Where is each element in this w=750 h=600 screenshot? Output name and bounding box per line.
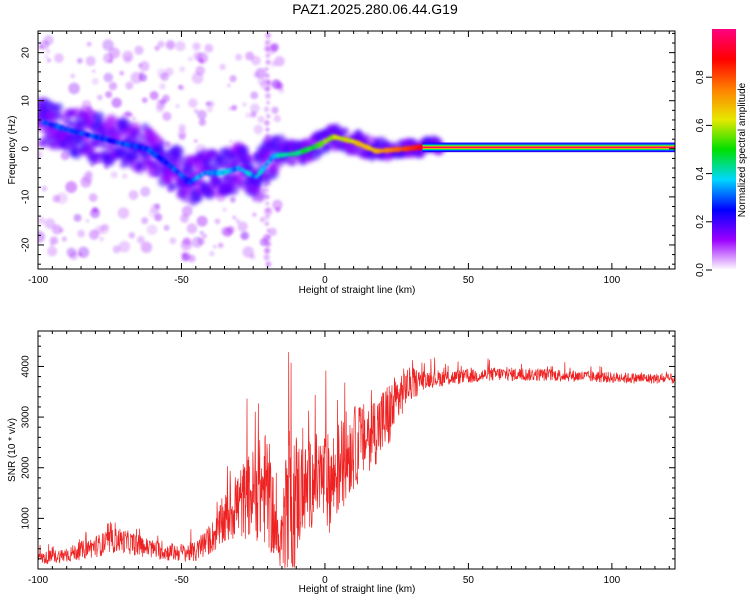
snr-x-tick-label: 0 bbox=[322, 575, 328, 586]
spectrogram-y-tick-label: 10 bbox=[21, 95, 32, 107]
snr-x-tick-label: -50 bbox=[174, 575, 189, 586]
spectrogram-y-tick-label: 20 bbox=[21, 47, 32, 59]
snr-y-tick-label: 1000 bbox=[21, 507, 32, 530]
colorbar-ticks: 0.0 0.2 0.4 0.6 0.8 bbox=[695, 70, 712, 277]
spectrogram-x-axis-label: Height of straight line (km) bbox=[299, 285, 416, 296]
spectrogram-y-tick-label: 0 bbox=[21, 146, 32, 152]
snr-x-tick-label: 100 bbox=[604, 575, 621, 586]
spectrogram-artifact bbox=[263, 32, 272, 268]
colorbar-tick-label: 0.8 bbox=[695, 70, 706, 84]
snr-y-tick-label: 3000 bbox=[21, 406, 32, 429]
snr-x-tick-label: 50 bbox=[463, 575, 475, 586]
colorbar-tick-label: 0.0 bbox=[695, 263, 706, 277]
colorbar-tick-label: 0.2 bbox=[695, 214, 706, 228]
snr-x-tick-label: -100 bbox=[28, 575, 48, 586]
spectrogram-ridge bbox=[41, 119, 442, 185]
snr-content bbox=[38, 352, 675, 568]
spectrogram-frame bbox=[37, 30, 676, 270]
spectrogram-x-tick-label: 0 bbox=[322, 275, 328, 286]
spectrogram-x-tick-label: -100 bbox=[28, 275, 48, 286]
snr-series-line bbox=[38, 352, 675, 568]
snr-y-tick-label: 2000 bbox=[21, 456, 32, 479]
colorbar-tick-label: 0.4 bbox=[695, 166, 706, 180]
colorbar-tick-label: 0.6 bbox=[695, 118, 706, 132]
spectrogram-x-tick-label: 100 bbox=[604, 275, 621, 286]
colorbar-label: Normalized spectral amplitude bbox=[737, 82, 748, 217]
spectrogram-x-tick-label: -50 bbox=[174, 275, 189, 286]
spectrogram-y-axis-label: Frequency (Hz) bbox=[7, 116, 18, 185]
figure-title: PAZ1.2025.280.06.44.G19 bbox=[292, 1, 458, 17]
colorbar-gradient bbox=[712, 29, 736, 270]
snr-y-tick-label: 4000 bbox=[21, 355, 32, 378]
snr-panel: -100 -50 0 50 100 1000 2000 3000 4000 Height of … bbox=[7, 330, 676, 595]
colorbar: 0.0 0.2 0.4 0.6 0.8 Normalized spectral ampl… bbox=[695, 29, 748, 277]
spectrogram-content bbox=[38, 32, 675, 268]
snr-y-axis-label: SNR (10 * v/v) bbox=[7, 418, 18, 482]
spectrogram-x-tick-label: 50 bbox=[463, 275, 475, 286]
spectrogram-steady-band bbox=[422, 142, 675, 153]
spectrogram-y-tick-label: -20 bbox=[21, 237, 32, 252]
snr-frame bbox=[37, 330, 676, 570]
spectrogram-y-tick-label: -10 bbox=[21, 189, 32, 204]
snr-x-axis-label: Height of straight line (km) bbox=[299, 584, 416, 595]
snr-axes: -100 -50 0 50 100 1000 2000 3000 4000 bbox=[21, 331, 675, 586]
snr-plot-area bbox=[38, 331, 675, 569]
